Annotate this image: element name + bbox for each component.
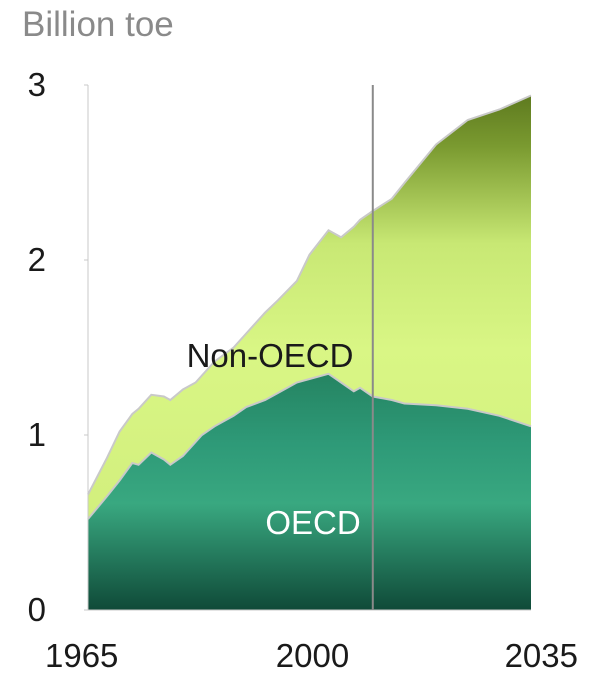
y-tick-label: 3 bbox=[28, 66, 46, 103]
y-tick-label: 0 bbox=[28, 591, 46, 628]
y-tick-label: 2 bbox=[28, 241, 46, 278]
series-label-oecd: OECD bbox=[265, 504, 360, 541]
x-tick-label: 2000 bbox=[276, 637, 349, 674]
series-line-oecd bbox=[87, 372, 532, 520]
x-tick-label: 2035 bbox=[505, 637, 578, 674]
y-axis-label: Billion toe bbox=[22, 5, 174, 44]
area-oecd bbox=[88, 373, 531, 610]
x-tick-labels: 1965 2000 2035 bbox=[45, 637, 578, 674]
y-tick-labels: 0 1 2 3 bbox=[28, 66, 46, 628]
area-non-oecd bbox=[88, 95, 531, 519]
series-line-total bbox=[87, 94, 532, 495]
series-label-non-oecd: Non-OECD bbox=[187, 337, 354, 374]
plot-area bbox=[84, 84, 532, 611]
y-tick-label: 1 bbox=[28, 416, 46, 453]
x-tick-label: 1965 bbox=[45, 637, 118, 674]
